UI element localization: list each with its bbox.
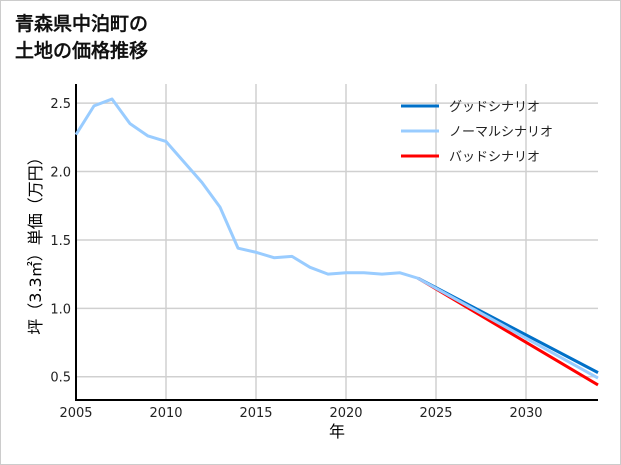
- chart-title-line-1: 青森県中泊町の: [15, 13, 149, 35]
- y-tick-label: 0.5: [50, 371, 71, 386]
- x-axis-label: 年: [329, 422, 345, 441]
- chart-title: 青森県中泊町の 土地の価格推移: [15, 11, 148, 65]
- x-tick-label: 2005: [59, 406, 92, 421]
- legend-label: グッドシナリオ: [449, 100, 540, 115]
- x-tick-label: 2010: [149, 406, 182, 421]
- y-tick-label: 2.5: [50, 97, 71, 112]
- legend-label: バッドシナリオ: [449, 150, 540, 165]
- y-tick-label: 1.5: [50, 234, 71, 249]
- x-tick-label: 2025: [419, 406, 452, 421]
- series-line-ノーマルシナリオ: [74, 97, 599, 380]
- y-axis-label: 坪（3.3㎡）単価（万円）: [26, 149, 45, 334]
- chart-title-line-2: 土地の価格推移: [15, 40, 149, 62]
- y-tick-label: 2.0: [50, 166, 71, 181]
- x-tick-label: 2020: [329, 406, 362, 421]
- x-tick-label: 2015: [239, 406, 272, 421]
- y-tick-label: 1.0: [50, 302, 71, 317]
- x-tick-label: 2030: [509, 406, 542, 421]
- legend-label: ノーマルシナリオ: [449, 125, 553, 140]
